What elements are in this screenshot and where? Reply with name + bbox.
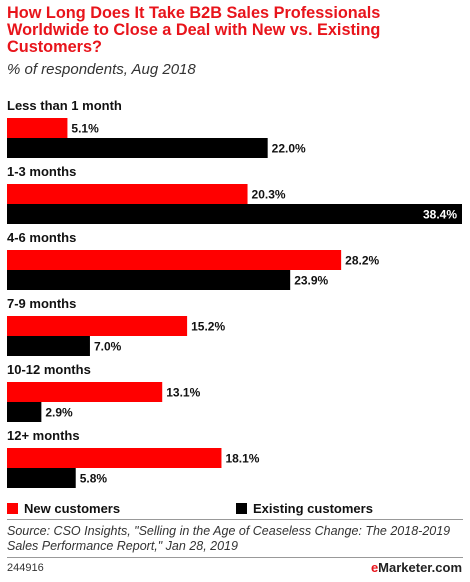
legend-label-existing: Existing customers: [253, 501, 373, 516]
bar-new-customers: [7, 382, 163, 402]
category-label: 10-12 months: [7, 362, 91, 377]
bar-new-customers: [7, 250, 342, 270]
bar-chart: Less than 1 month 5.1% 22.0% 1-3 months 20.3…: [7, 98, 462, 488]
data-label: 13.1%: [166, 386, 200, 400]
data-label: 38.4%: [423, 208, 457, 222]
bar-new-customers: [7, 184, 248, 204]
legend-label-new: New customers: [24, 501, 121, 516]
data-label: 28.2%: [345, 254, 379, 268]
source-divider: [7, 519, 463, 520]
legend-swatch-new: [7, 503, 18, 514]
brand-prefix: e: [370, 560, 379, 575]
category-label: Less than 1 month: [7, 98, 122, 113]
data-label: 20.3%: [252, 188, 286, 202]
brand-name: Marketer: [378, 560, 432, 575]
bar-new-customers: [7, 316, 188, 336]
category-label: 7-9 months: [7, 296, 76, 311]
chart-id: 244916: [7, 562, 44, 574]
brand-logo[interactable]: eMarketer.com: [371, 560, 462, 575]
data-label: 22.0%: [272, 142, 306, 156]
legend-item-existing: Existing customers: [236, 501, 373, 516]
data-label: 5.1%: [71, 122, 99, 136]
legend-swatch-existing: [236, 503, 247, 514]
footer-divider: [7, 557, 463, 558]
bar-new-customers: [7, 118, 68, 138]
category-label: 4-6 months: [7, 230, 76, 245]
bar-new-customers: [7, 448, 222, 468]
data-label: 15.2%: [191, 320, 225, 334]
data-label: 2.9%: [45, 406, 73, 420]
data-label: 7.0%: [94, 340, 122, 354]
brand-suffix: .com: [431, 560, 462, 575]
data-label: 18.1%: [225, 452, 259, 466]
legend-item-new: New customers: [7, 501, 120, 516]
bar-existing-customers: [7, 270, 291, 290]
bar-existing-customers: [7, 336, 90, 356]
category-label: 12+ months: [7, 428, 80, 443]
source-note: Source: CSO Insights, "Selling in the Ag…: [7, 524, 451, 553]
category-label: 1-3 months: [7, 164, 76, 179]
bar-existing-customers: [7, 402, 42, 422]
bar-existing-customers: [7, 468, 76, 488]
bar-existing-customers: [7, 204, 462, 224]
data-label: 23.9%: [294, 274, 328, 288]
chart-title: How Long Does It Take B2B Sales Professi…: [7, 4, 381, 56]
data-label: 5.8%: [80, 472, 108, 486]
bar-existing-customers: [7, 138, 268, 158]
chart-subtitle: % of respondents, Aug 2018: [7, 61, 196, 78]
